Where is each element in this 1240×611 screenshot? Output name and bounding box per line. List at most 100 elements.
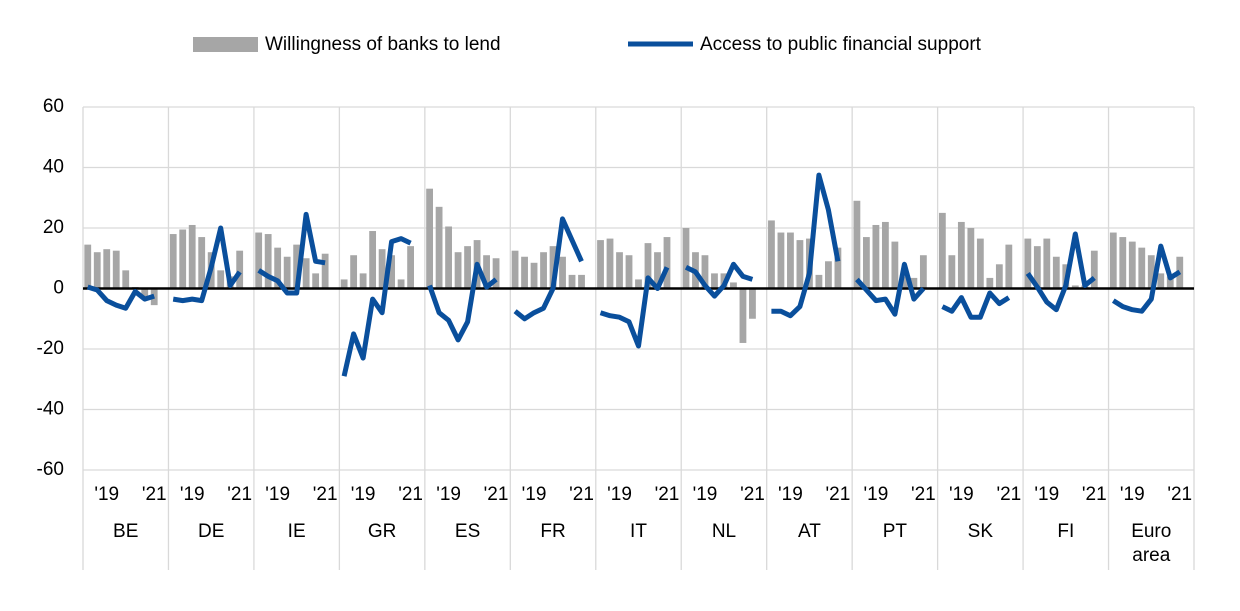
bar [701, 255, 709, 289]
bar [682, 228, 690, 289]
bar [635, 279, 642, 289]
bar [530, 262, 538, 289]
period-label: '21 [484, 484, 509, 505]
bar [540, 252, 547, 289]
line [1111, 243, 1182, 314]
line [513, 216, 584, 322]
bar [549, 246, 557, 289]
period-label: '19 [607, 484, 632, 505]
group-label: PT [883, 521, 908, 542]
bar [1033, 246, 1041, 289]
bar [274, 247, 282, 289]
bar [283, 256, 291, 289]
line [771, 172, 841, 319]
bar [739, 288, 747, 343]
bar [483, 255, 490, 289]
bar [862, 237, 870, 289]
bar [122, 270, 130, 289]
bar [900, 276, 908, 289]
bar [654, 252, 661, 289]
bar [1119, 237, 1127, 289]
bar [644, 243, 652, 289]
bar [796, 240, 804, 289]
bar [986, 277, 994, 289]
y-tick-label: -40 [37, 399, 64, 420]
group-label: ES [455, 521, 480, 542]
bar [1138, 247, 1146, 289]
line [172, 225, 242, 304]
y-tick-label: 40 [43, 157, 64, 178]
bar [369, 231, 377, 289]
group-label: NL [712, 521, 736, 542]
bar [407, 246, 415, 289]
bar [1157, 273, 1165, 289]
line [341, 236, 412, 377]
bar [84, 244, 92, 289]
bar [1166, 276, 1174, 289]
bar [995, 264, 1003, 289]
y-tick-label: 60 [43, 96, 64, 117]
bar [293, 244, 301, 289]
bar [891, 241, 899, 289]
period-label: '21 [740, 484, 765, 505]
bar [179, 229, 187, 289]
bar [93, 252, 101, 289]
bar [236, 250, 244, 289]
bar [815, 274, 823, 289]
period-label: '19 [1034, 484, 1059, 505]
bar [217, 270, 225, 289]
bar [511, 250, 519, 289]
period-label: '21 [911, 484, 936, 505]
period-label: '19 [693, 484, 718, 505]
bar [445, 226, 452, 289]
bar [312, 273, 320, 289]
bar [378, 249, 386, 289]
bar [777, 232, 785, 289]
bar [938, 212, 946, 289]
y-tick-label: 20 [43, 217, 64, 238]
bar [967, 228, 975, 289]
bar [255, 232, 263, 289]
period-label: '19 [522, 484, 547, 505]
period-label: '19 [949, 484, 974, 505]
bar [1052, 256, 1060, 289]
bar [426, 188, 433, 289]
line [257, 211, 326, 296]
period-label: '19 [1120, 484, 1145, 505]
bar [568, 274, 576, 289]
bar [388, 255, 396, 289]
period-label: '19 [265, 484, 290, 505]
line [599, 266, 670, 349]
bar [492, 258, 500, 289]
bar [578, 274, 585, 289]
bar [359, 273, 367, 289]
line [86, 284, 155, 311]
bar [976, 238, 984, 289]
bar [1147, 255, 1155, 289]
bar [350, 255, 358, 289]
y-tick-label: -20 [37, 338, 64, 359]
line [855, 261, 926, 317]
group-label: Euro area [1131, 521, 1171, 566]
bar [264, 234, 272, 289]
period-label: '19 [351, 484, 376, 505]
period-label: '21 [655, 484, 680, 505]
bar [957, 221, 965, 289]
bar [321, 253, 329, 289]
line [1025, 231, 1096, 313]
bar [616, 252, 623, 289]
bar [606, 238, 614, 289]
group-label: DE [198, 521, 224, 542]
y-tick-label: -60 [37, 459, 64, 480]
period-label: '21 [227, 484, 252, 505]
period-label: '21 [398, 484, 423, 505]
period-label: '19 [778, 484, 803, 505]
bar [663, 237, 671, 289]
group-label: FI [1057, 521, 1074, 542]
legend-label: Willingness of banks to lend [265, 34, 501, 55]
bar [103, 249, 111, 289]
line [684, 261, 754, 299]
bar [711, 273, 718, 289]
bar [787, 232, 794, 289]
